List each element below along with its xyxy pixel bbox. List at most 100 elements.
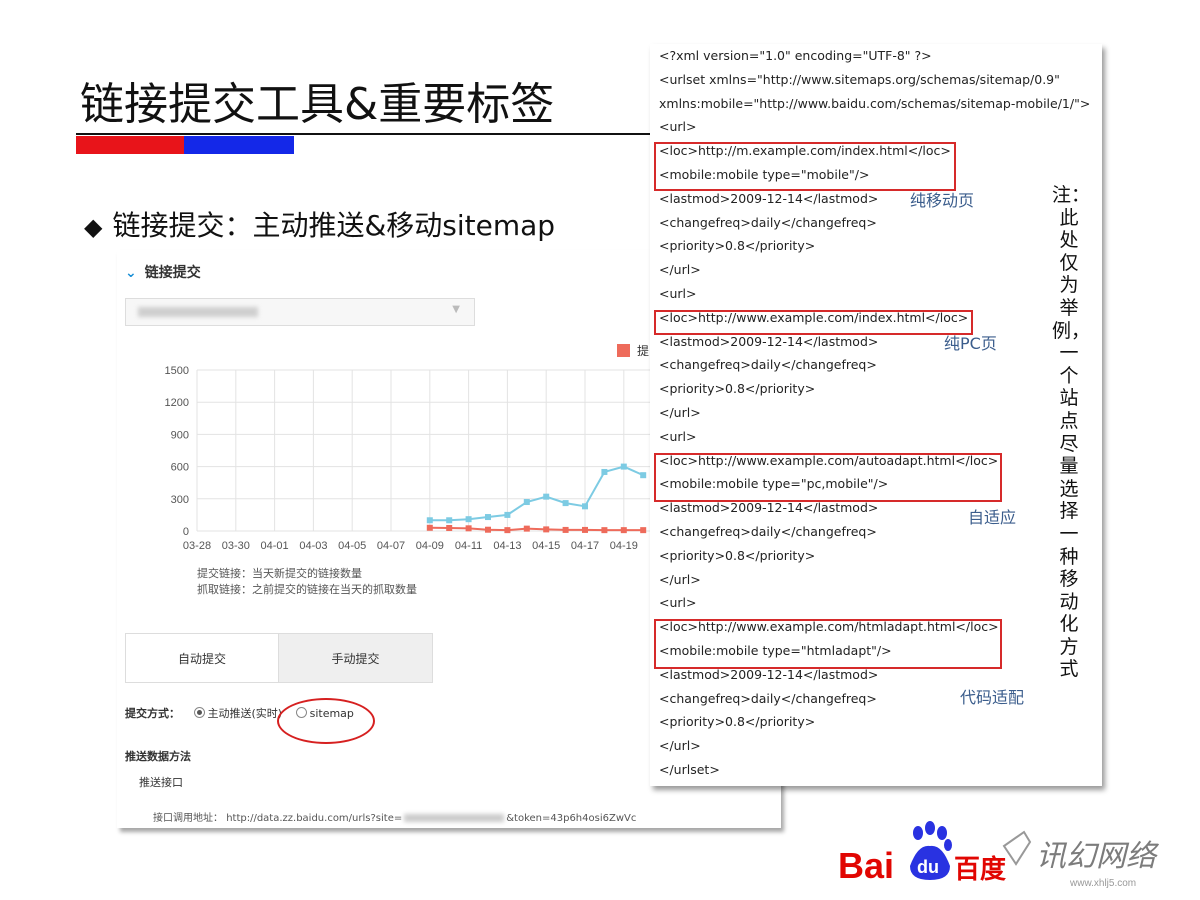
xml-line: <mobile:mobile type="pc,mobile"/> bbox=[659, 476, 889, 492]
caret-down-icon: ▼ bbox=[452, 304, 460, 315]
watermark-text: 讯幻网络 bbox=[1036, 839, 1160, 874]
baidu-paw-icon: du bbox=[910, 821, 952, 880]
xml-line: <lastmod>2009-12-14</lastmod> bbox=[659, 500, 879, 516]
xml-line: </url> bbox=[659, 262, 701, 278]
y-tick-label: 1500 bbox=[165, 365, 189, 377]
xml-line: <loc>http://m.example.com/index.html</lo… bbox=[659, 143, 951, 159]
series-point-0 bbox=[601, 468, 608, 475]
chart-notes: 提交链接：当天新提交的链接数量 抓取链接：之前提交的链接在当天的抓取数量 bbox=[197, 566, 417, 598]
y-tick-label: 1200 bbox=[165, 397, 189, 409]
api-url-label: 接口调用地址： bbox=[153, 813, 223, 824]
series-point-0 bbox=[446, 517, 453, 524]
legend-label: 提 bbox=[637, 344, 650, 358]
accent-bar-red bbox=[76, 136, 184, 154]
label-autoadapt: 自适应 bbox=[968, 508, 1017, 527]
x-tick-label: 04-17 bbox=[571, 540, 599, 552]
xml-line: <mobile:mobile type="htmladapt"/> bbox=[659, 643, 892, 658]
x-tick-label: 04-09 bbox=[416, 540, 444, 552]
x-tick-label: 04-07 bbox=[377, 540, 405, 552]
series-point-1 bbox=[523, 525, 530, 532]
x-tick-label: 04-15 bbox=[532, 540, 560, 552]
xml-line: <priority>0.8</priority> bbox=[659, 547, 816, 563]
watermark-emblem-icon bbox=[1002, 830, 1032, 866]
highlight-pc-page bbox=[654, 310, 973, 335]
panel-title: ⌄ 链接提交 bbox=[125, 262, 201, 282]
xml-line: <loc>http://www.example.com/index.html</… bbox=[659, 309, 969, 325]
series-point-0 bbox=[640, 472, 647, 479]
series-point-0 bbox=[465, 516, 472, 523]
xml-line: </url> bbox=[659, 405, 701, 420]
series-point-1 bbox=[620, 527, 627, 534]
xml-line: <changefreq>daily</changefreq> bbox=[659, 690, 877, 706]
series-point-0 bbox=[543, 493, 550, 500]
x-tick-label: 03-30 bbox=[222, 540, 250, 552]
legend-swatch bbox=[617, 344, 630, 357]
series-point-1 bbox=[446, 524, 453, 531]
bullet-text: 链接提交：主动推送&移动sitemap bbox=[112, 209, 556, 242]
series-point-0 bbox=[620, 463, 627, 470]
x-tick-label: 04-11 bbox=[455, 540, 482, 552]
chart-note-crawl: 抓取链接：之前提交的链接在当天的抓取数量 bbox=[197, 583, 417, 596]
x-tick-label: 03-28 bbox=[183, 540, 211, 552]
xml-line: <changefreq>daily</changefreq> bbox=[659, 357, 877, 373]
series-line-1 bbox=[429, 526, 644, 532]
y-tick-label: 900 bbox=[171, 429, 189, 441]
xml-line: </url> bbox=[659, 571, 701, 587]
radio-push[interactable] bbox=[193, 707, 205, 718]
y-tick-label: 600 bbox=[171, 462, 189, 474]
series-point-1 bbox=[562, 526, 569, 533]
method-label: 提交方式： bbox=[125, 707, 180, 720]
baidu-logo-cn: 百度 bbox=[954, 854, 1006, 885]
x-tick-label: 04-03 bbox=[299, 540, 327, 552]
highlight-autoadapt bbox=[654, 453, 1002, 502]
api-url-row: 接口调用地址： http://data.zz.baidu.com/urls?si… bbox=[153, 809, 636, 824]
baidu-logo-text: Bai bbox=[838, 845, 894, 886]
xml-line: <priority>0.8</priority> bbox=[659, 381, 816, 397]
x-tick-label: 04-19 bbox=[610, 540, 638, 552]
series-point-1 bbox=[426, 524, 433, 531]
xml-line: <mobile:mobile type="mobile"/> bbox=[659, 167, 870, 182]
series-point-1 bbox=[601, 527, 608, 534]
slide-title: 链接提交工具&重要标签 bbox=[80, 79, 555, 130]
xml-line: <url> bbox=[659, 428, 697, 444]
tab-auto-submit[interactable]: 自动提交 bbox=[126, 634, 278, 682]
xml-line: <url> bbox=[659, 119, 697, 135]
series-point-0 bbox=[523, 499, 530, 506]
series-point-0 bbox=[426, 517, 433, 524]
series-point-1 bbox=[543, 526, 550, 533]
x-tick-label: 04-13 bbox=[493, 540, 521, 552]
series-point-1 bbox=[582, 526, 588, 533]
highlight-htmladapt bbox=[654, 619, 1002, 669]
watermark-url: www.xhlj5.com bbox=[1069, 878, 1136, 889]
series-point-1 bbox=[485, 526, 491, 533]
xml-line: </url> bbox=[659, 738, 701, 754]
xml-line: <url> bbox=[659, 286, 697, 301]
bullet-heading: ◆ 链接提交：主动推送&移动sitemap bbox=[84, 204, 555, 244]
vertical-note: 注：此处仅为举例，一个站点尽量选择一种移动化方式 bbox=[1052, 184, 1091, 681]
series-point-0 bbox=[504, 511, 511, 518]
label-pc-page: 纯PC页 bbox=[944, 334, 997, 353]
tab-manual-submit[interactable]: 手动提交 bbox=[278, 634, 432, 682]
xml-line: <?xml version="1.0" encoding="UTF-8" ?> bbox=[659, 48, 932, 63]
xml-line: <changefreq>daily</changefreq> bbox=[659, 214, 877, 230]
chart-note-submit: 提交链接：当天新提交的链接数量 bbox=[197, 567, 362, 580]
xml-line: <lastmod>2009-12-14</lastmod> bbox=[659, 333, 879, 349]
xml-line: <url> bbox=[659, 595, 697, 611]
series-point-0 bbox=[582, 503, 588, 510]
link-chart: 0 300 600 900 1200 1500 03-28 03-30 04-01 04-03 04… bbox=[165, 365, 781, 552]
xml-line: </urlset> bbox=[659, 762, 720, 777]
label-htmladapt: 代码适配 bbox=[960, 688, 1025, 707]
site-select-blurred-value bbox=[138, 307, 258, 317]
xml-line: <lastmod>2009-12-14</lastmod> bbox=[659, 666, 879, 682]
xml-line: <loc>http://www.example.com/htmladapt.ht… bbox=[659, 619, 999, 635]
baidu-logo: Bai du 百度 bbox=[838, 821, 1006, 886]
series-point-0 bbox=[562, 500, 569, 507]
xml-line: <urlset xmlns="http://www.sitemaps.org/s… bbox=[659, 71, 1060, 87]
title-underline bbox=[76, 133, 656, 135]
site-select[interactable]: ▼ bbox=[125, 298, 475, 326]
series-point-0 bbox=[485, 514, 491, 521]
xml-line: <changefreq>daily</changefreq> bbox=[659, 524, 877, 539]
xml-line: <priority>0.8</priority> bbox=[659, 238, 816, 254]
x-tick-label: 04-01 bbox=[261, 540, 289, 552]
submit-tabs: 自动提交 手动提交 bbox=[125, 633, 433, 683]
